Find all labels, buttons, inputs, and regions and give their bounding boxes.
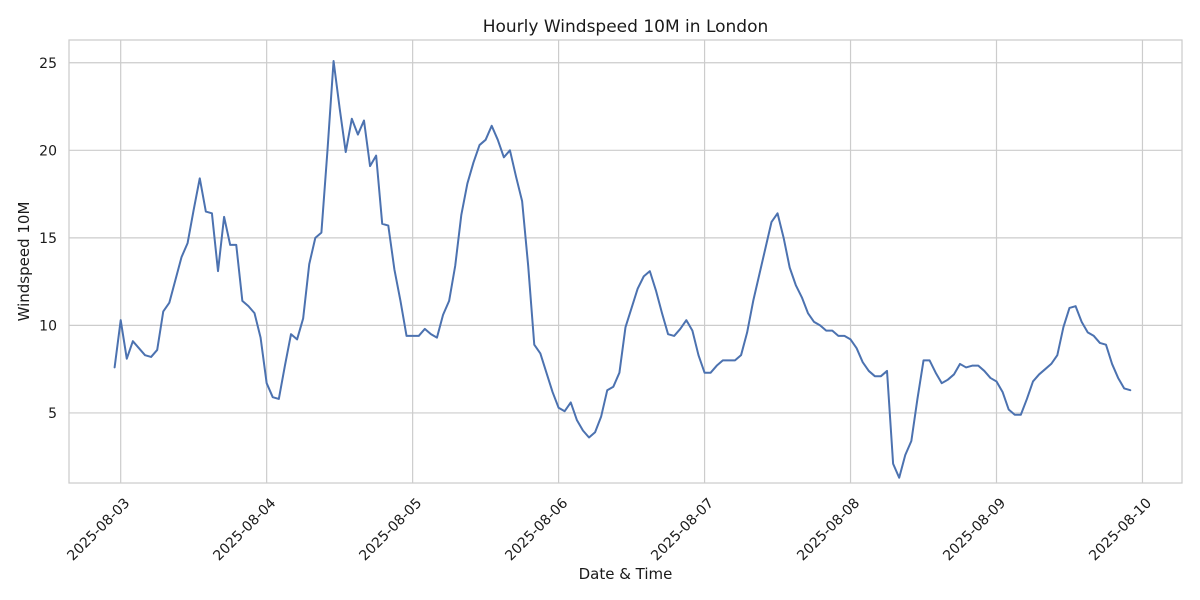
x-axis-label: Date & Time <box>579 565 673 583</box>
y-axis-label: Windspeed 10M <box>15 202 33 322</box>
x-tick-label: 2025-08-05 <box>356 495 425 564</box>
grid <box>69 40 1182 483</box>
x-tick-label: 2025-08-10 <box>1086 495 1155 564</box>
series-line <box>113 60 1132 479</box>
x-tick-label: 2025-08-08 <box>794 495 863 564</box>
chart-title: Hourly Windspeed 10M in London <box>483 17 769 37</box>
x-tick-label: 2025-08-06 <box>502 495 571 564</box>
x-axis-ticks: 2025-08-03 2025-08-04 2025-08-05 2025-08-06… <box>64 495 1155 564</box>
y-tick-label: 20 <box>39 143 57 159</box>
x-tick-label: 2025-08-03 <box>64 495 133 564</box>
plot-frame <box>68 39 1183 484</box>
x-tick-label: 2025-08-07 <box>648 495 717 564</box>
y-tick-label: 15 <box>39 231 57 247</box>
y-axis-ticks: 5 10 15 20 25 <box>39 56 57 422</box>
y-tick-label: 10 <box>39 318 57 334</box>
x-tick-label: 2025-08-04 <box>210 495 279 564</box>
y-tick-label: 25 <box>39 56 57 72</box>
x-tick-label: 2025-08-09 <box>940 495 1009 564</box>
y-tick-label: 5 <box>48 406 57 422</box>
series-layer <box>113 60 1132 479</box>
